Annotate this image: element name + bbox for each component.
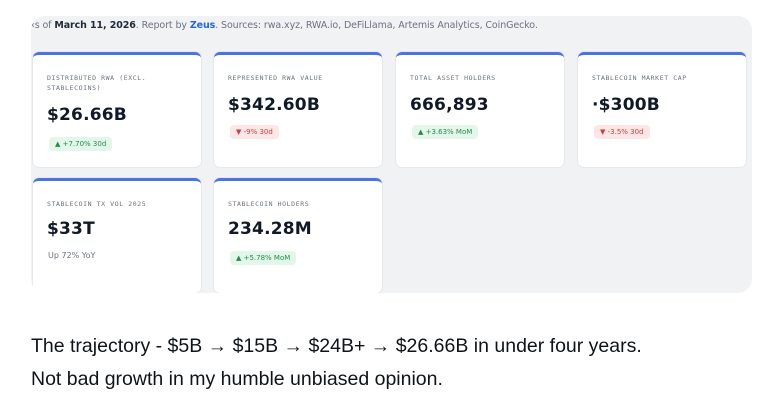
report-caption: ‹s of March 11, 2026. Report by Zeus. So…	[31, 20, 538, 31]
change-badge: ▲ +5.78% MoM	[230, 251, 297, 265]
stat-card-total-asset-holders: TOTAL ASSET HOLDERS 666,893 ▲ +3.63% MoM	[396, 52, 564, 167]
change-badge: ▲ +7.70% 30d	[49, 137, 113, 151]
report-sources: . Sources: rwa.xyz, RWA.io, DeFiLlama, A…	[215, 20, 538, 31]
tweet-text-line-1: The trajectory - $5B → $15B → $24B+ → $2…	[31, 335, 642, 357]
stat-value: ·$300B	[592, 95, 660, 115]
stat-value: $342.60B	[228, 95, 320, 115]
stat-value: $33T	[47, 219, 95, 239]
stat-card-stablecoin-holders: STABLECOIN HOLDERS 234.28M ▲ +5.78% MoM	[214, 178, 382, 293]
stat-card-stablecoin-tx-vol: STABLECOIN TX VOL 2025 $33T Up 72% YoY	[33, 178, 201, 293]
change-badge: ▼ -3.5% 30d	[594, 125, 650, 139]
stat-label: STABLECOIN HOLDERS	[228, 200, 310, 208]
stat-card-distributed-rwa: DISTRIBUTED RWA (EXCL. STABLECOINS) $26.…	[33, 52, 201, 167]
caption-prefix: ‹s of	[31, 20, 55, 31]
stat-card-stablecoin-market-cap: STABLECOIN MARKET CAP ·$300B ▼ -3.5% 30d	[578, 52, 746, 167]
dashboard-image[interactable]: ‹s of March 11, 2026. Report by Zeus. So…	[31, 16, 752, 293]
stat-card-represented-rwa: REPRESENTED RWA VALUE $342.60B ▼ -9% 30d	[214, 52, 382, 167]
stat-label: REPRESENTED RWA VALUE	[228, 74, 323, 82]
stat-note: Up 72% YoY	[48, 251, 96, 260]
report-date: March 11, 2026	[54, 20, 136, 31]
stat-value: $26.66B	[47, 105, 127, 125]
stat-label: DISTRIBUTED RWA (EXCL. STABLECOINS)	[47, 74, 147, 92]
stat-value: 234.28M	[228, 219, 312, 239]
tweet-text-line-2: Not bad growth in my humble unbiased opi…	[31, 368, 443, 390]
caption-report-by: . Report by	[135, 20, 190, 31]
stat-value: 666,893	[410, 95, 489, 115]
stat-label: STABLECOIN MARKET CAP	[592, 74, 687, 82]
change-badge: ▼ -9% 30d	[230, 125, 279, 139]
report-author: Zeus	[189, 20, 216, 31]
stat-label: STABLECOIN TX VOL 2025	[47, 200, 147, 208]
change-badge: ▲ +3.63% MoM	[412, 125, 479, 139]
stat-label: TOTAL ASSET HOLDERS	[410, 74, 496, 82]
